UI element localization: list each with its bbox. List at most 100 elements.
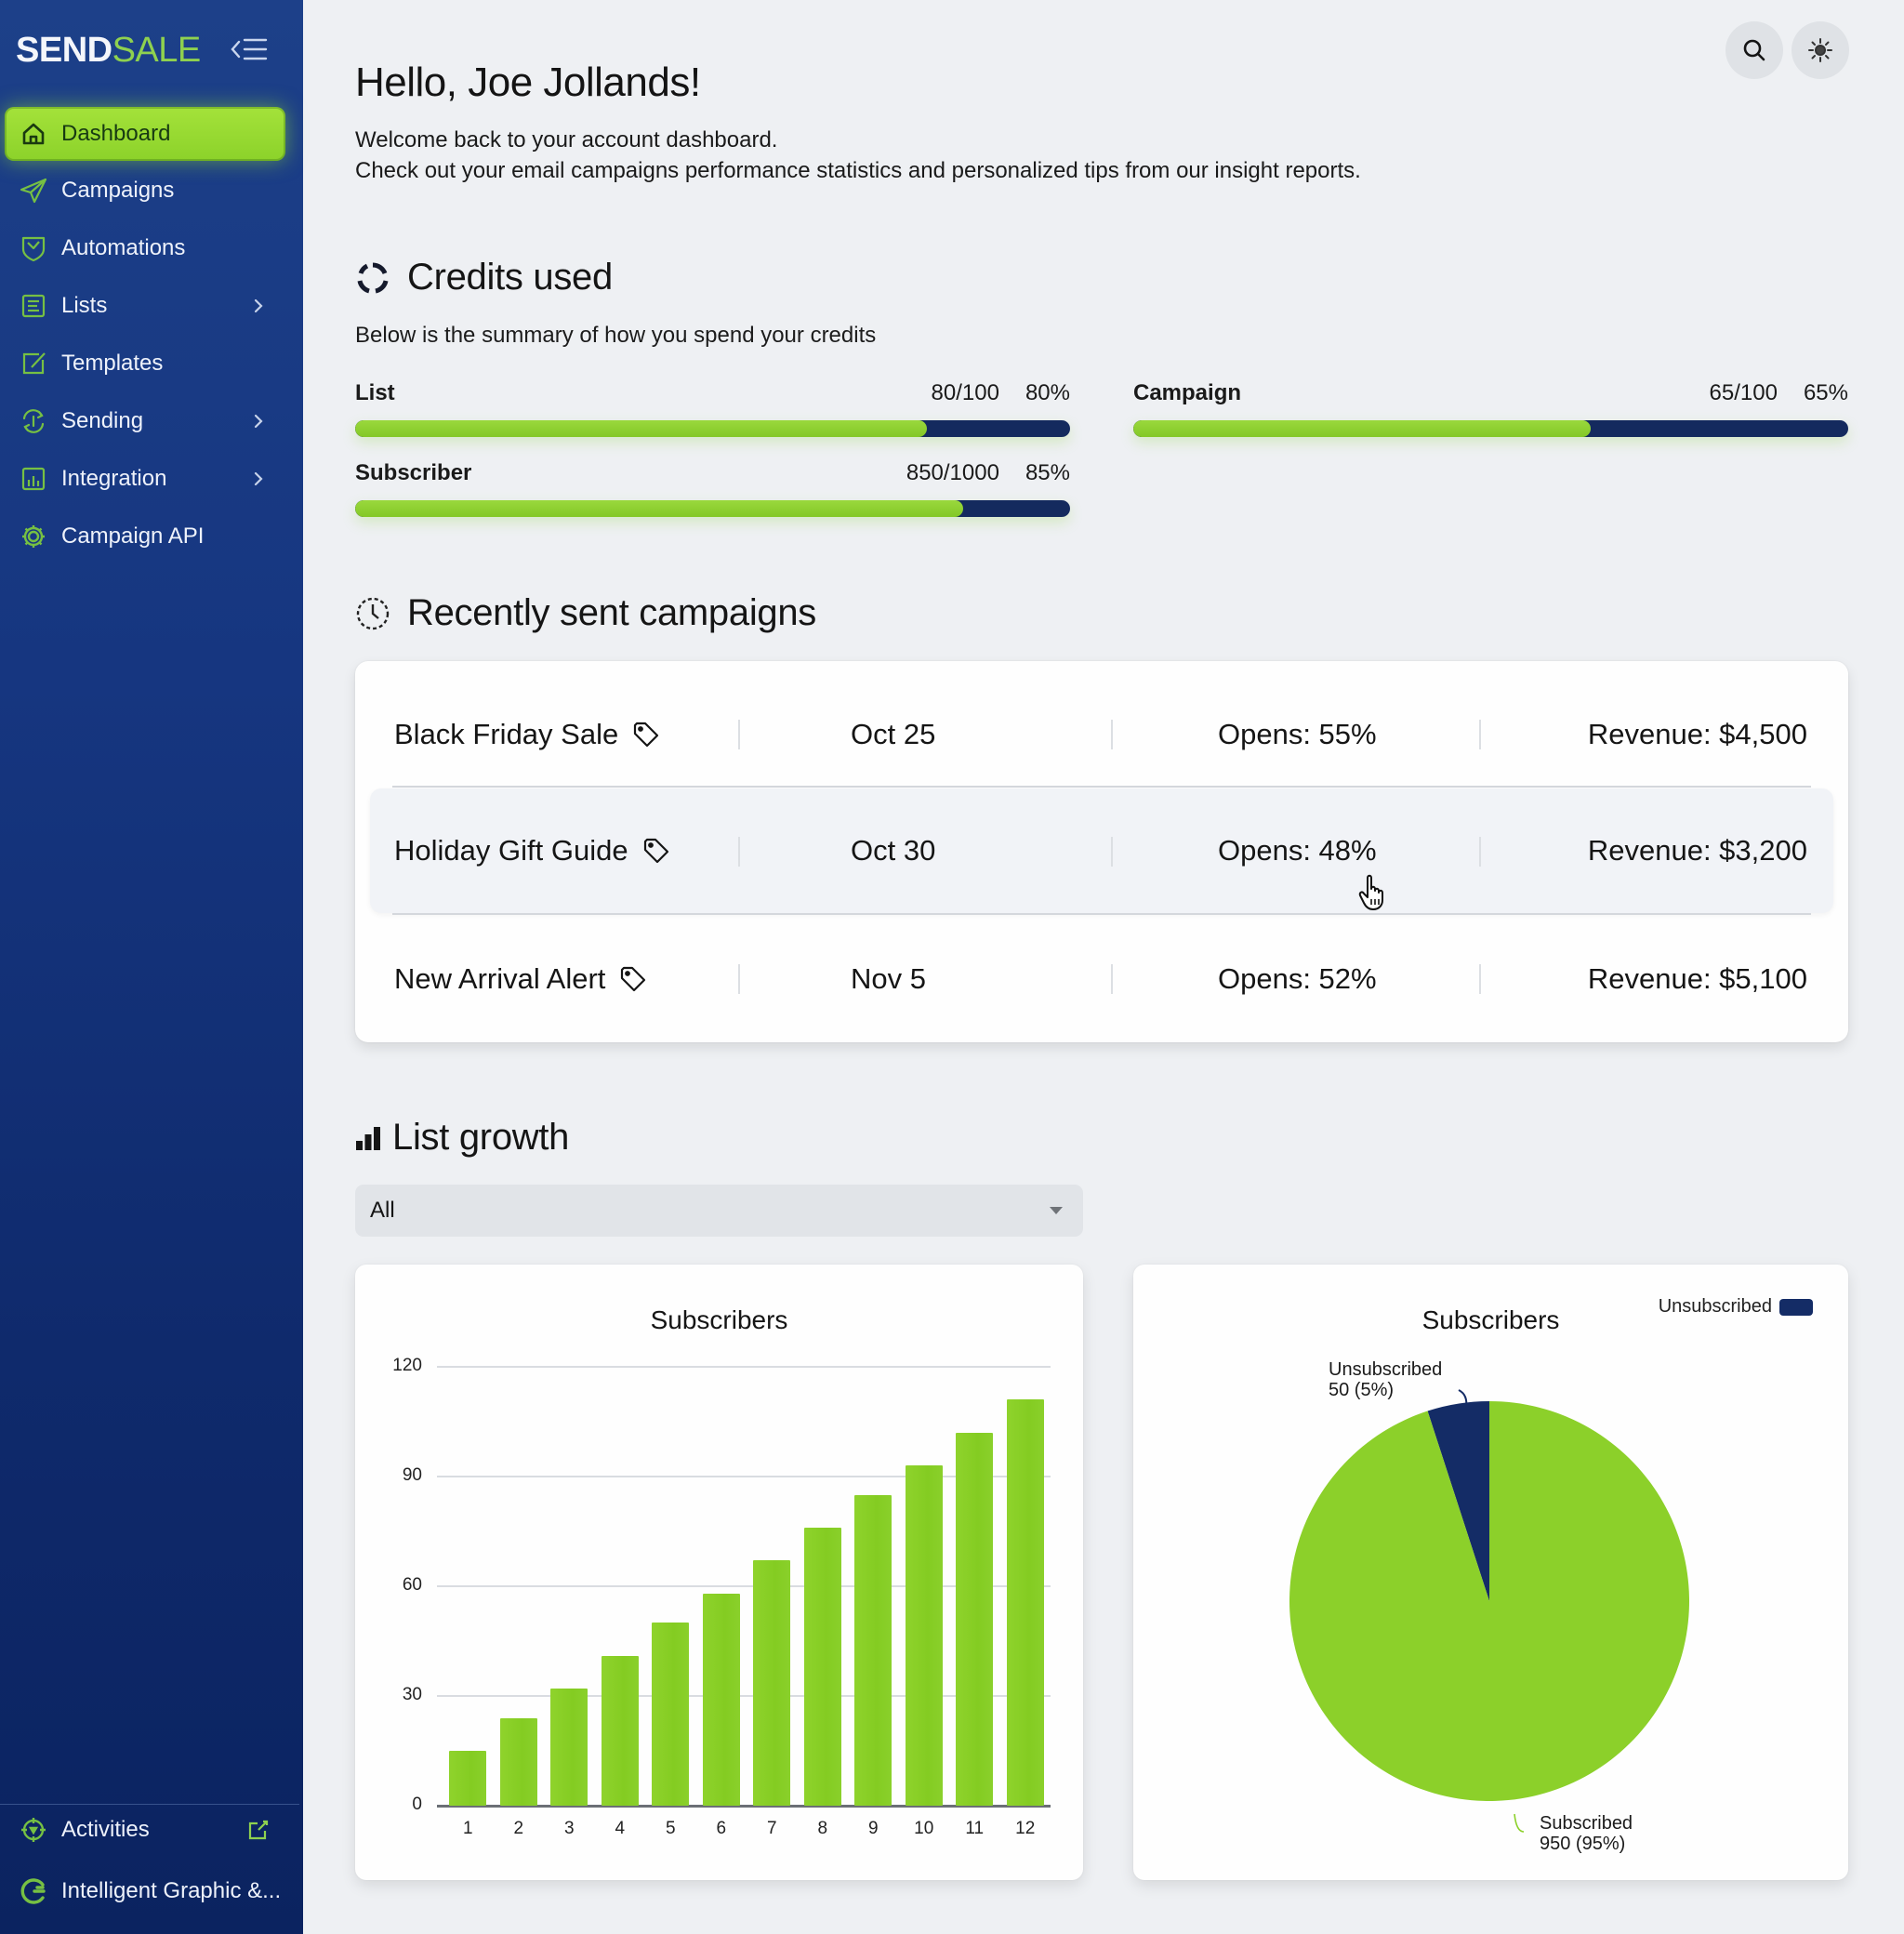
tag-icon[interactable] (631, 720, 661, 749)
x-axis-tick: 12 (1015, 1819, 1036, 1838)
sidebar-item-campaign-api[interactable]: Campaign API (5, 510, 285, 563)
campaign-row[interactable]: Black Friday Sale Oct 25 Opens: 55% Reve… (370, 671, 1833, 798)
chevron-right-icon (254, 471, 263, 486)
y-axis-tick: 90 (402, 1465, 422, 1485)
search-icon (1743, 39, 1765, 61)
x-axis-tick: 5 (665, 1819, 676, 1838)
list-icon (18, 290, 49, 322)
sidebar-item-label: Integration (61, 466, 167, 491)
bar-chart-title: Subscribers (650, 1305, 788, 1334)
credits-title: Credits used (407, 257, 613, 298)
credit-progress-fill (355, 420, 928, 437)
pie-legend[interactable]: Unsubscribed (1659, 1296, 1813, 1318)
x-axis-tick: 11 (965, 1819, 985, 1838)
tag-icon[interactable] (618, 964, 648, 994)
sidebar-item-automations[interactable]: Automations (5, 221, 285, 275)
list-filter-dropdown[interactable]: All (355, 1185, 1083, 1237)
x-axis-tick: 6 (716, 1819, 727, 1838)
sidebar-item-lists[interactable]: Lists (5, 279, 285, 333)
bar[interactable] (499, 1717, 537, 1806)
sidebar-item-label: Intelligent Graphic &... (61, 1878, 282, 1903)
y-axis-tick: 0 (412, 1795, 422, 1814)
x-axis-tick: 2 (513, 1819, 524, 1838)
theme-toggle-button[interactable] (1792, 21, 1849, 79)
column-divider (1111, 720, 1113, 749)
search-button[interactable] (1726, 21, 1783, 79)
caret-down-icon (1050, 1207, 1063, 1214)
credit-campaign: Campaign 65/100 65% (1133, 379, 1848, 437)
credits-heading: Credits used (355, 257, 613, 298)
campaign-row[interactable]: Holiday Gift Guide Oct 30 Opens: 48% Rev… (370, 788, 1833, 913)
column-divider (1111, 837, 1113, 867)
sidebar-item-campaigns[interactable]: Campaigns (5, 164, 285, 218)
credit-percent: 85% (1025, 460, 1070, 485)
sidebar-item-activities[interactable]: Activities (5, 1803, 285, 1857)
logo[interactable]: SENDSALE (16, 30, 201, 71)
bar[interactable] (550, 1689, 588, 1806)
list-growth-title: List growth (392, 1117, 570, 1158)
unsubscribed-label: Unsubscribed 50 (5%) (1329, 1359, 1442, 1400)
row-separator (392, 913, 1811, 915)
shield-clock-icon (18, 232, 49, 264)
campaign-date: Oct 25 (851, 718, 936, 750)
sidebar-item-dashboard[interactable]: Dashboard (5, 107, 285, 161)
credit-label: Campaign (1133, 380, 1242, 405)
legend-swatch (1779, 1298, 1813, 1316)
x-axis-line (437, 1805, 1051, 1808)
bar[interactable] (803, 1528, 841, 1806)
pie-slice-unsubscribed[interactable] (1427, 1401, 1489, 1601)
credit-subscriber: Subscriber 850/1000 85% (355, 459, 1070, 517)
bar-chart-icon (355, 1120, 381, 1156)
sidebar-item-intelligent-graphic[interactable]: Intelligent Graphic &... (5, 1864, 285, 1918)
campaign-date: Nov 5 (851, 962, 926, 995)
bar[interactable] (854, 1494, 892, 1806)
sidebar-item-label: Lists (61, 293, 108, 318)
column-divider (738, 720, 740, 749)
collapse-menu-icon (231, 38, 268, 60)
chevron-right-icon (254, 298, 263, 313)
campaign-revenue: Revenue: $4,500 (1587, 718, 1807, 750)
logo-send: SEND (16, 31, 112, 70)
campaign-row[interactable]: New Arrival Alert Nov 5 Opens: 52% Reven… (370, 916, 1833, 1042)
sidebar-item-templates[interactable]: Templates (5, 337, 285, 391)
campaign-name-text: Holiday Gift Guide (394, 834, 628, 867)
y-axis-tick: 60 (402, 1575, 422, 1595)
sidebar-item-label: Campaign API (61, 523, 205, 549)
credit-progress-bar (355, 420, 1070, 437)
credit-label: Subscriber (355, 460, 472, 485)
credit-percent: 65% (1803, 380, 1848, 405)
sidebar-item-sending[interactable]: Sending (5, 394, 285, 448)
page-title: Hello, Joe Jollands! (355, 60, 701, 105)
campaign-date: Oct 30 (851, 834, 936, 867)
bar[interactable] (753, 1560, 791, 1806)
bar[interactable] (1006, 1399, 1044, 1806)
bar[interactable] (449, 1751, 487, 1806)
pie-slice-subscribed[interactable] (1289, 1401, 1689, 1801)
bar[interactable] (956, 1432, 994, 1806)
sidebar-item-integration[interactable]: Integration (5, 452, 285, 506)
column-divider (1111, 964, 1113, 994)
home-icon (18, 118, 49, 150)
x-axis-tick: 1 (462, 1819, 473, 1838)
subscribed-label-value: 950 (95%) (1540, 1834, 1626, 1854)
collapse-sidebar-button[interactable] (229, 32, 270, 67)
brand-g-icon (18, 1875, 49, 1907)
chart-box-icon (18, 463, 49, 495)
row-separator (392, 786, 1811, 788)
credit-used: 65/100 (1709, 380, 1778, 405)
campaign-name-text: Black Friday Sale (394, 718, 619, 750)
pie-chart-title: Subscribers (1421, 1305, 1560, 1334)
campaign-name: Black Friday Sale (394, 671, 661, 798)
column-divider (738, 837, 740, 867)
credit-progress-bar (355, 500, 1070, 517)
gridline (437, 1585, 1051, 1587)
bar[interactable] (601, 1655, 639, 1806)
bar[interactable] (702, 1593, 740, 1806)
tag-icon[interactable] (641, 836, 671, 866)
subscribed-label-text: Subscribed (1540, 1813, 1633, 1834)
bar[interactable] (905, 1465, 943, 1806)
bar[interactable] (652, 1623, 690, 1806)
sync-icon (18, 405, 49, 437)
campaign-opens: Opens: 52% (1218, 962, 1377, 995)
list-filter-value: All (370, 1198, 395, 1223)
